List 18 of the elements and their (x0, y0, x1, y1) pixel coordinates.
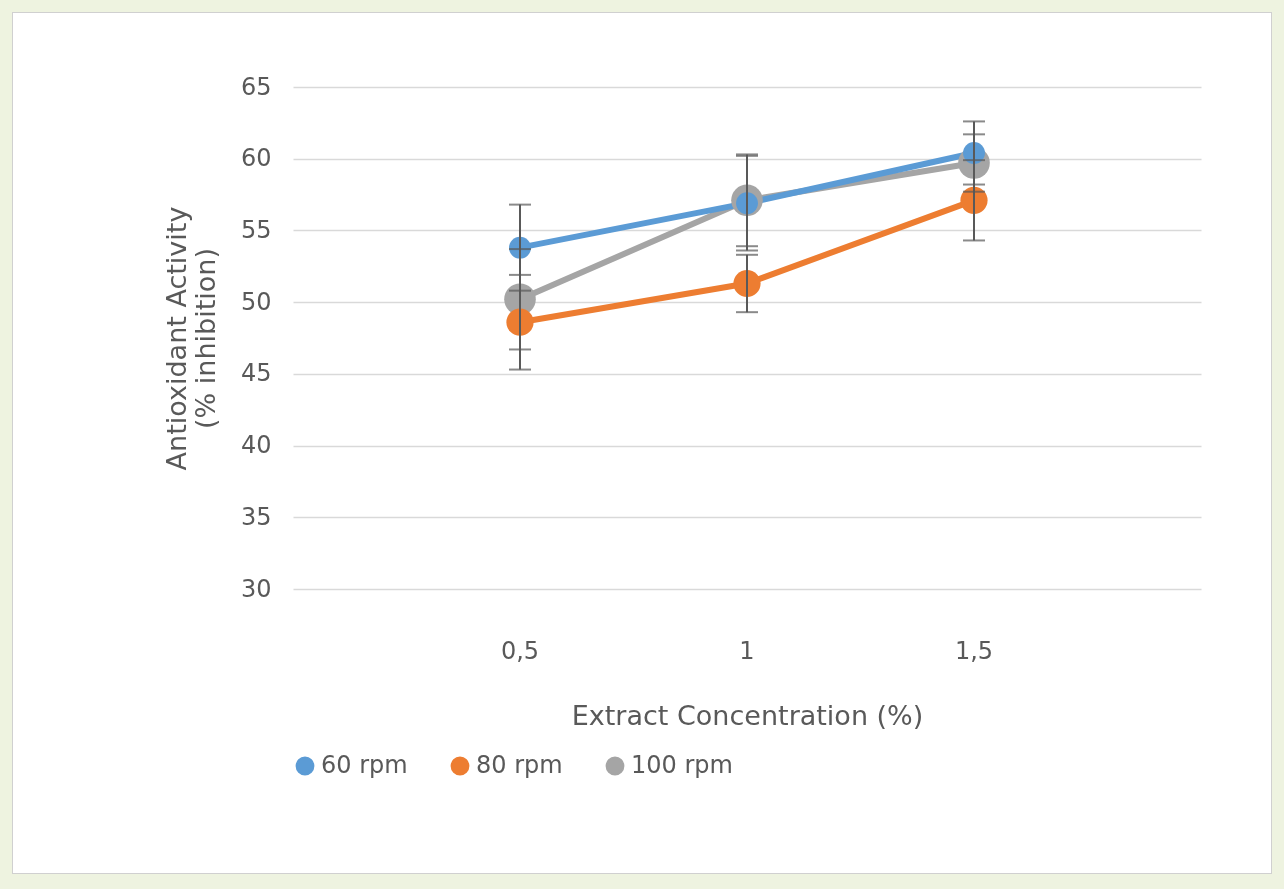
x-tick-label: 1 (739, 636, 755, 665)
y-tick-label: 50 (240, 287, 272, 316)
y-tick-label: 65 (240, 72, 272, 101)
x-tick-label: 0,5 (500, 636, 540, 665)
x-tick-label: 1,5 (954, 636, 994, 665)
point (733, 269, 761, 298)
legend-label: 80 rpm (476, 751, 563, 779)
legend-label: 60 rpm (321, 751, 408, 779)
y-tick-label: 45 (240, 359, 272, 388)
y-tick-label: 60 (240, 144, 272, 173)
y-axis-title: Antioxidant Activity (% inhibition) (160, 206, 221, 471)
y-tick-label: 55 (240, 215, 272, 244)
point (506, 308, 534, 336)
y-tick-label: 40 (240, 431, 272, 460)
x-axis-title: Extract Concentration (%) (571, 699, 924, 731)
legend-label: 100 rpm (631, 751, 733, 779)
y-tick-label: 35 (240, 502, 272, 531)
y-tick-label: 30 (240, 574, 272, 603)
